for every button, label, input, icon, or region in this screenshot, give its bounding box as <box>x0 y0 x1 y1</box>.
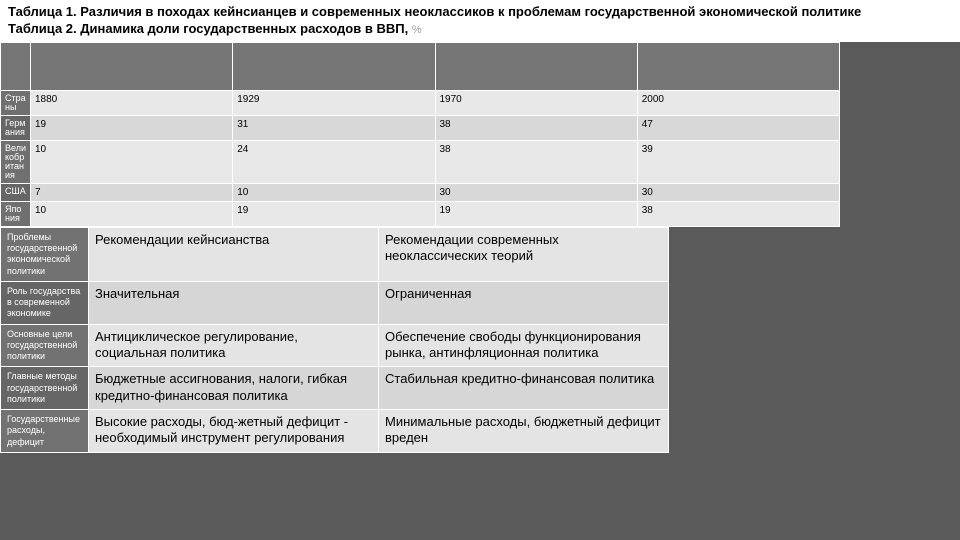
table-row: Основные цели государственной политики А… <box>1 324 840 367</box>
table2-cell: 2000 <box>637 90 839 115</box>
table2-cell: 38 <box>435 140 637 183</box>
table2-rowhead: Великобритания <box>1 140 31 183</box>
table2-cell: 24 <box>233 140 435 183</box>
table2: Страны 1880 1929 1970 2000 Германия 19 3… <box>0 42 840 227</box>
table-row: Великобритания 10 24 38 39 <box>1 140 840 183</box>
title-line-1: Таблица 1. Различия в походах кейнсианце… <box>8 4 952 21</box>
table1-cell: Ограниченная <box>379 281 669 324</box>
table-row: Главные методы государственной политики … <box>1 367 840 410</box>
table1-cell: Бюджетные ассигнования, налоги, гибкая к… <box>89 367 379 410</box>
table1-cell-extra <box>669 410 840 453</box>
table2-container: Страны 1880 1929 1970 2000 Германия 19 3… <box>0 42 840 227</box>
table2-rowhead: Япония <box>1 201 31 226</box>
table1-cell: Высокие расходы, бюд-жетный дефицит - не… <box>89 410 379 453</box>
table2-cell: 19 <box>233 201 435 226</box>
table2-header-blank-0 <box>1 42 31 90</box>
table2-header-blank-1 <box>31 42 233 90</box>
table1-rowhead: Проблемы государственной экономической п… <box>1 227 89 281</box>
table2-rowhead: Германия <box>1 115 31 140</box>
table2-header-blank-3 <box>435 42 637 90</box>
table2-cell: 30 <box>637 183 839 201</box>
table2-cell: 19 <box>31 115 233 140</box>
table2-rowhead: Страны <box>1 90 31 115</box>
table2-cell: 39 <box>637 140 839 183</box>
table-row: Роль государства в современной экономике… <box>1 281 840 324</box>
table1-rowhead: Роль государства в современной экономике <box>1 281 89 324</box>
table2-cell: 1929 <box>233 90 435 115</box>
table2-cell: 47 <box>637 115 839 140</box>
table2-cell: 1880 <box>31 90 233 115</box>
table-row: Германия 19 31 38 47 <box>1 115 840 140</box>
table1-cell: Значительная <box>89 281 379 324</box>
title-line-2: Таблица 2. Динамика доли государственных… <box>8 21 952 38</box>
table1-container: Проблемы государственной экономической п… <box>0 227 840 453</box>
table2-cell: 10 <box>31 201 233 226</box>
table-row: Проблемы государственной экономической п… <box>1 227 840 281</box>
table1-cell: Стабильная кредитно-финансовая политика <box>379 367 669 410</box>
table1-cell-extra <box>669 324 840 367</box>
table1-rowhead: Государственные расходы, дефицит <box>1 410 89 453</box>
table-row: США 7 10 30 30 <box>1 183 840 201</box>
title-2-main: Таблица 2. Динамика доли государственных… <box>8 21 408 36</box>
table-row: Япония 10 19 19 38 <box>1 201 840 226</box>
table2-cell: 1970 <box>435 90 637 115</box>
table2-cell: 31 <box>233 115 435 140</box>
table1: Проблемы государственной экономической п… <box>0 227 840 453</box>
table2-cell: 10 <box>31 140 233 183</box>
table1-cell-extra <box>669 227 840 281</box>
table2-cell: 38 <box>637 201 839 226</box>
title-block: Таблица 1. Различия в походах кейнсианце… <box>0 0 960 42</box>
table2-header-row <box>1 42 840 90</box>
table2-cell: 38 <box>435 115 637 140</box>
table2-cell: 30 <box>435 183 637 201</box>
table1-cell-extra <box>669 281 840 324</box>
table2-cell: 19 <box>435 201 637 226</box>
table2-cell: 7 <box>31 183 233 201</box>
table-row: Страны 1880 1929 1970 2000 <box>1 90 840 115</box>
table1-rowhead: Главные методы государственной политики <box>1 367 89 410</box>
table2-header-blank-2 <box>233 42 435 90</box>
table-row: Государственные расходы, дефицит Высокие… <box>1 410 840 453</box>
table1-rowhead: Основные цели государственной политики <box>1 324 89 367</box>
table2-rowhead: США <box>1 183 31 201</box>
table1-cell: Обеспечение свободы функционирования рын… <box>379 324 669 367</box>
title-2-suffix: % <box>412 24 422 36</box>
table1-cell: Минимальные расходы, бюджетный дефицит в… <box>379 410 669 453</box>
table1-cell: Рекомендации кейнсианства <box>89 227 379 281</box>
table1-cell-extra <box>669 367 840 410</box>
table2-header-blank-4 <box>637 42 839 90</box>
table1-cell: Рекомендации современных неоклассических… <box>379 227 669 281</box>
table1-cell: Антициклическое регулирование, социальна… <box>89 324 379 367</box>
table2-cell: 10 <box>233 183 435 201</box>
